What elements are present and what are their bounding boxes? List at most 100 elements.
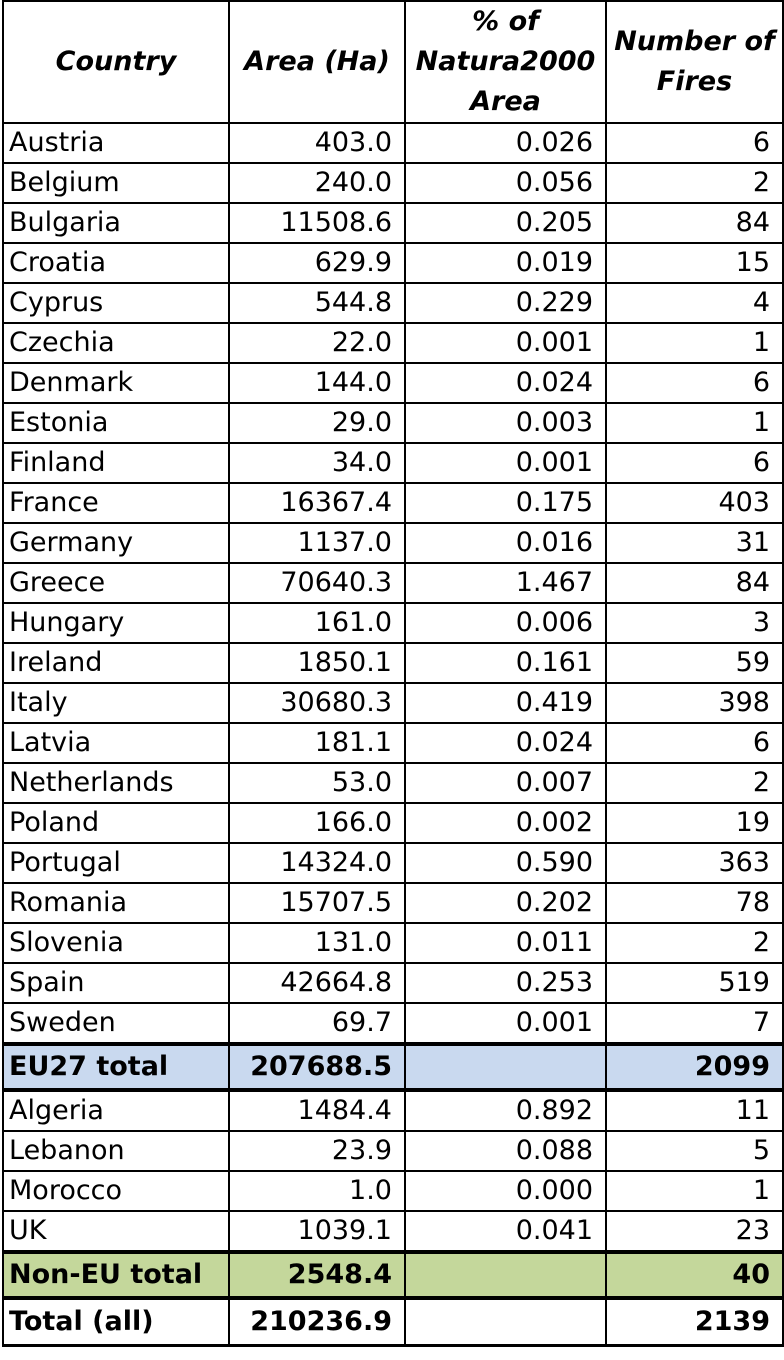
pct-cell: 0.229: [404, 282, 607, 324]
non-eu-total-row: Non-EU total 2548.4 40: [2, 1250, 784, 1300]
table-row: Poland 166.0 0.002 19: [2, 802, 784, 844]
country-cell: Hungary: [2, 602, 230, 644]
country-cell: Germany: [2, 522, 230, 564]
pct-cell: 0.056: [404, 162, 607, 204]
area-cell: 34.0: [228, 442, 406, 484]
table-row: Greece 70640.3 1.467 84: [2, 562, 784, 604]
table-row: Austria 403.0 0.026 6: [2, 122, 784, 164]
fires-cell: 403: [605, 482, 784, 524]
pct-cell: 0.024: [404, 362, 607, 404]
pct-cell: [404, 1250, 607, 1300]
fires-cell: 15: [605, 242, 784, 284]
table-row: Spain 42664.8 0.253 519: [2, 962, 784, 1004]
area-cell: 161.0: [228, 602, 406, 644]
pct-cell: 0.419: [404, 682, 607, 724]
area-cell: 42664.8: [228, 962, 406, 1004]
table-row: Sweden 69.7 0.001 7: [2, 1002, 784, 1045]
country-cell: Sweden: [2, 1002, 230, 1045]
table-row: Morocco 1.0 0.000 1: [2, 1170, 784, 1212]
area-cell: 1.0: [228, 1170, 406, 1212]
header-pct-natura: % of Natura2000 Area: [404, 0, 607, 124]
area-cell: 23.9: [228, 1130, 406, 1172]
pct-cell: 0.202: [404, 882, 607, 924]
area-cell: 544.8: [228, 282, 406, 324]
fires-cell: 6: [605, 442, 784, 484]
pct-cell: 0.161: [404, 642, 607, 684]
fires-cell: 5: [605, 1130, 784, 1172]
country-cell: Belgium: [2, 162, 230, 204]
table-row: Czechia 22.0 0.001 1: [2, 322, 784, 364]
pct-cell: [404, 1042, 607, 1092]
grand-total-row: Total (all) 210236.9 2139: [2, 1296, 784, 1347]
area-cell: 629.9: [228, 242, 406, 284]
pct-cell: 0.590: [404, 842, 607, 884]
area-cell: 53.0: [228, 762, 406, 804]
fires-cell: 2: [605, 762, 784, 804]
fires-cell: 2: [605, 922, 784, 964]
fires-cell: 6: [605, 722, 784, 764]
country-cell: France: [2, 482, 230, 524]
pct-cell: 0.024: [404, 722, 607, 764]
country-cell: Czechia: [2, 322, 230, 364]
country-cell: Total (all): [2, 1296, 230, 1347]
table-row: Croatia 629.9 0.019 15: [2, 242, 784, 284]
table-row: Belgium 240.0 0.056 2: [2, 162, 784, 204]
fires-cell: 1: [605, 402, 784, 444]
country-cell: Lebanon: [2, 1130, 230, 1172]
area-cell: 11508.6: [228, 202, 406, 244]
country-cell: Denmark: [2, 362, 230, 404]
area-cell: 15707.5: [228, 882, 406, 924]
header-country: Country: [2, 0, 230, 124]
table-row: Cyprus 544.8 0.229 4: [2, 282, 784, 324]
country-cell: Non-EU total: [2, 1250, 230, 1300]
country-cell: Romania: [2, 882, 230, 924]
pct-cell: 0.011: [404, 922, 607, 964]
area-cell: 1039.1: [228, 1210, 406, 1253]
table-row: Latvia 181.1 0.024 6: [2, 722, 784, 764]
country-cell: EU27 total: [2, 1042, 230, 1092]
area-cell: 2548.4: [228, 1250, 406, 1300]
country-cell: Austria: [2, 122, 230, 164]
country-cell: Portugal: [2, 842, 230, 884]
country-cell: Slovenia: [2, 922, 230, 964]
fires-cell: 78: [605, 882, 784, 924]
area-cell: 14324.0: [228, 842, 406, 884]
fires-cell: 2: [605, 162, 784, 204]
area-cell: 1137.0: [228, 522, 406, 564]
country-cell: Algeria: [2, 1089, 230, 1132]
table-row: France 16367.4 0.175 403: [2, 482, 784, 524]
fires-cell: 1: [605, 1170, 784, 1212]
pct-cell: 0.088: [404, 1130, 607, 1172]
country-cell: UK: [2, 1210, 230, 1253]
country-cell: Italy: [2, 682, 230, 724]
eu-total-row: EU27 total 207688.5 2099: [2, 1042, 784, 1092]
table-body: Austria 403.0 0.026 6 Belgium 240.0 0.056 2 Bulg…: [2, 122, 784, 1347]
fires-cell: 398: [605, 682, 784, 724]
country-cell: Finland: [2, 442, 230, 484]
area-cell: 210236.9: [228, 1296, 406, 1347]
area-cell: 207688.5: [228, 1042, 406, 1092]
country-cell: Netherlands: [2, 762, 230, 804]
fires-cell: 23: [605, 1210, 784, 1253]
table-row: Denmark 144.0 0.024 6: [2, 362, 784, 404]
fires-cell: 519: [605, 962, 784, 1004]
pct-cell: 0.253: [404, 962, 607, 1004]
country-cell: Poland: [2, 802, 230, 844]
header-fires: Number of Fires: [605, 0, 784, 124]
fires-cell: 3: [605, 602, 784, 644]
area-cell: 131.0: [228, 922, 406, 964]
table-row: Bulgaria 11508.6 0.205 84: [2, 202, 784, 244]
table-row: Slovenia 131.0 0.011 2: [2, 922, 784, 964]
fires-cell: 1: [605, 322, 784, 364]
fires-cell: 84: [605, 562, 784, 604]
fires-cell: 6: [605, 362, 784, 404]
fires-cell: 6: [605, 122, 784, 164]
pct-cell: [404, 1296, 607, 1347]
table-row: Netherlands 53.0 0.007 2: [2, 762, 784, 804]
country-cell: Croatia: [2, 242, 230, 284]
pct-cell: 0.205: [404, 202, 607, 244]
country-cell: Estonia: [2, 402, 230, 444]
area-cell: 22.0: [228, 322, 406, 364]
fires-cell: 40: [605, 1250, 784, 1300]
fires-cell: 363: [605, 842, 784, 884]
